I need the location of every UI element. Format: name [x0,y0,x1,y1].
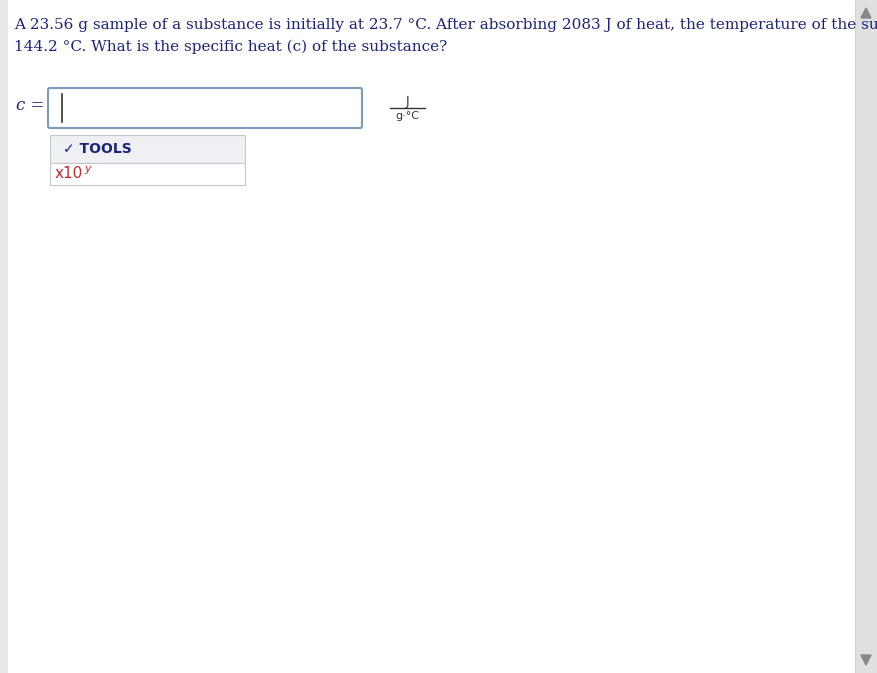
Text: ✓ TOOLS: ✓ TOOLS [63,142,132,156]
Bar [855,0,877,673]
Text: c =: c = [16,96,45,114]
Bar [50,135,245,163]
Polygon shape [861,655,871,665]
Text: J: J [406,94,410,108]
FancyBboxPatch shape [48,88,362,128]
Text: g·°C: g·°C [396,111,419,121]
Bar [50,163,245,185]
Polygon shape [861,8,871,18]
Text: x10: x10 [55,166,83,182]
Text: 144.2 °C. What is the specific heat (c) of the substance?: 144.2 °C. What is the specific heat (c) … [14,40,447,55]
Text: y: y [84,164,90,174]
Text: A 23.56 g sample of a substance is initially at 23.7 °C. After absorbing 2083 J : A 23.56 g sample of a substance is initi… [14,18,877,32]
